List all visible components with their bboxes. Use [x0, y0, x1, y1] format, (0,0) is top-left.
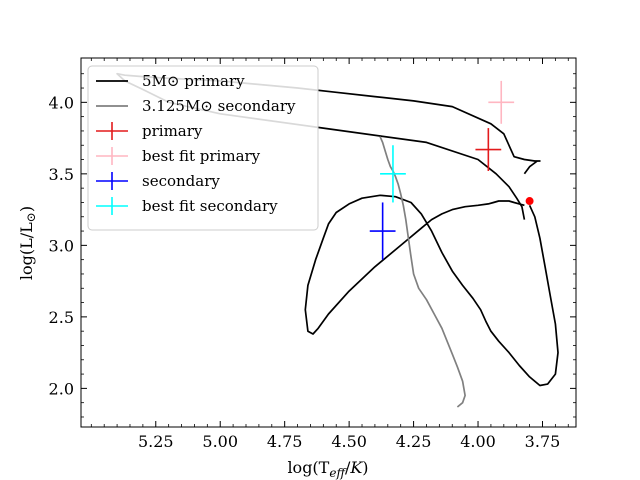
- x-tick-label: 4.00: [460, 432, 496, 451]
- y-tick-label: 4.0: [49, 93, 74, 112]
- legend-entry: secondary: [96, 172, 220, 190]
- errorbar-point-3: [380, 145, 406, 203]
- x-tick-label: 3.75: [525, 432, 561, 451]
- point-layer: [369, 80, 534, 260]
- x-tick-label: 4.25: [396, 432, 432, 451]
- y-tick-label: 3.0: [49, 236, 74, 255]
- legend-entry: 3.125M⊙ secondary: [96, 97, 296, 115]
- marker-dot-0: [525, 197, 534, 206]
- y-axis-label: log(L/L⊙): [17, 206, 38, 280]
- axes-frame: [80, 57, 577, 428]
- y-tick-label: 2.0: [49, 379, 74, 398]
- x-tick-label: 5.00: [202, 432, 238, 451]
- legend-label: secondary: [142, 172, 220, 190]
- legend-label: 3.125M⊙ secondary: [142, 97, 296, 115]
- legend-entry: primary: [96, 122, 203, 140]
- x-tick-label: 4.75: [267, 432, 303, 451]
- errorbar-point-1: [488, 80, 515, 124]
- legend: 5M⊙ primary 3.125M⊙ secondary primary best …: [87, 65, 319, 231]
- legend-label: 5M⊙ primary: [142, 72, 245, 90]
- x-tick-label: 4.50: [331, 432, 367, 451]
- errorbar-point-2: [369, 202, 396, 260]
- y-tick-label: 2.5: [49, 308, 74, 327]
- track-line-2: [379, 136, 466, 408]
- errorbar-point-0: [475, 128, 502, 171]
- legend-box: [87, 65, 319, 231]
- legend-label: best fit secondary: [142, 197, 278, 215]
- y-tick-label: 3.5: [49, 165, 74, 184]
- legend-label: primary: [142, 122, 203, 140]
- legend-label: best fit primary: [142, 147, 261, 165]
- x-tick-label: 5.25: [138, 432, 174, 451]
- legend-entry: best fit primary: [96, 147, 261, 165]
- x-axis-label: log(Teff/K): [287, 458, 368, 480]
- legend-entry: best fit secondary: [96, 197, 278, 215]
- legend-entry: 5M⊙ primary: [96, 72, 245, 90]
- axes: 5.25 5.00 4.75 4.50 4.25 4.00 3.75 2.0 2.5 3.0 3.5…: [49, 57, 577, 451]
- track-line-1: [304, 194, 559, 387]
